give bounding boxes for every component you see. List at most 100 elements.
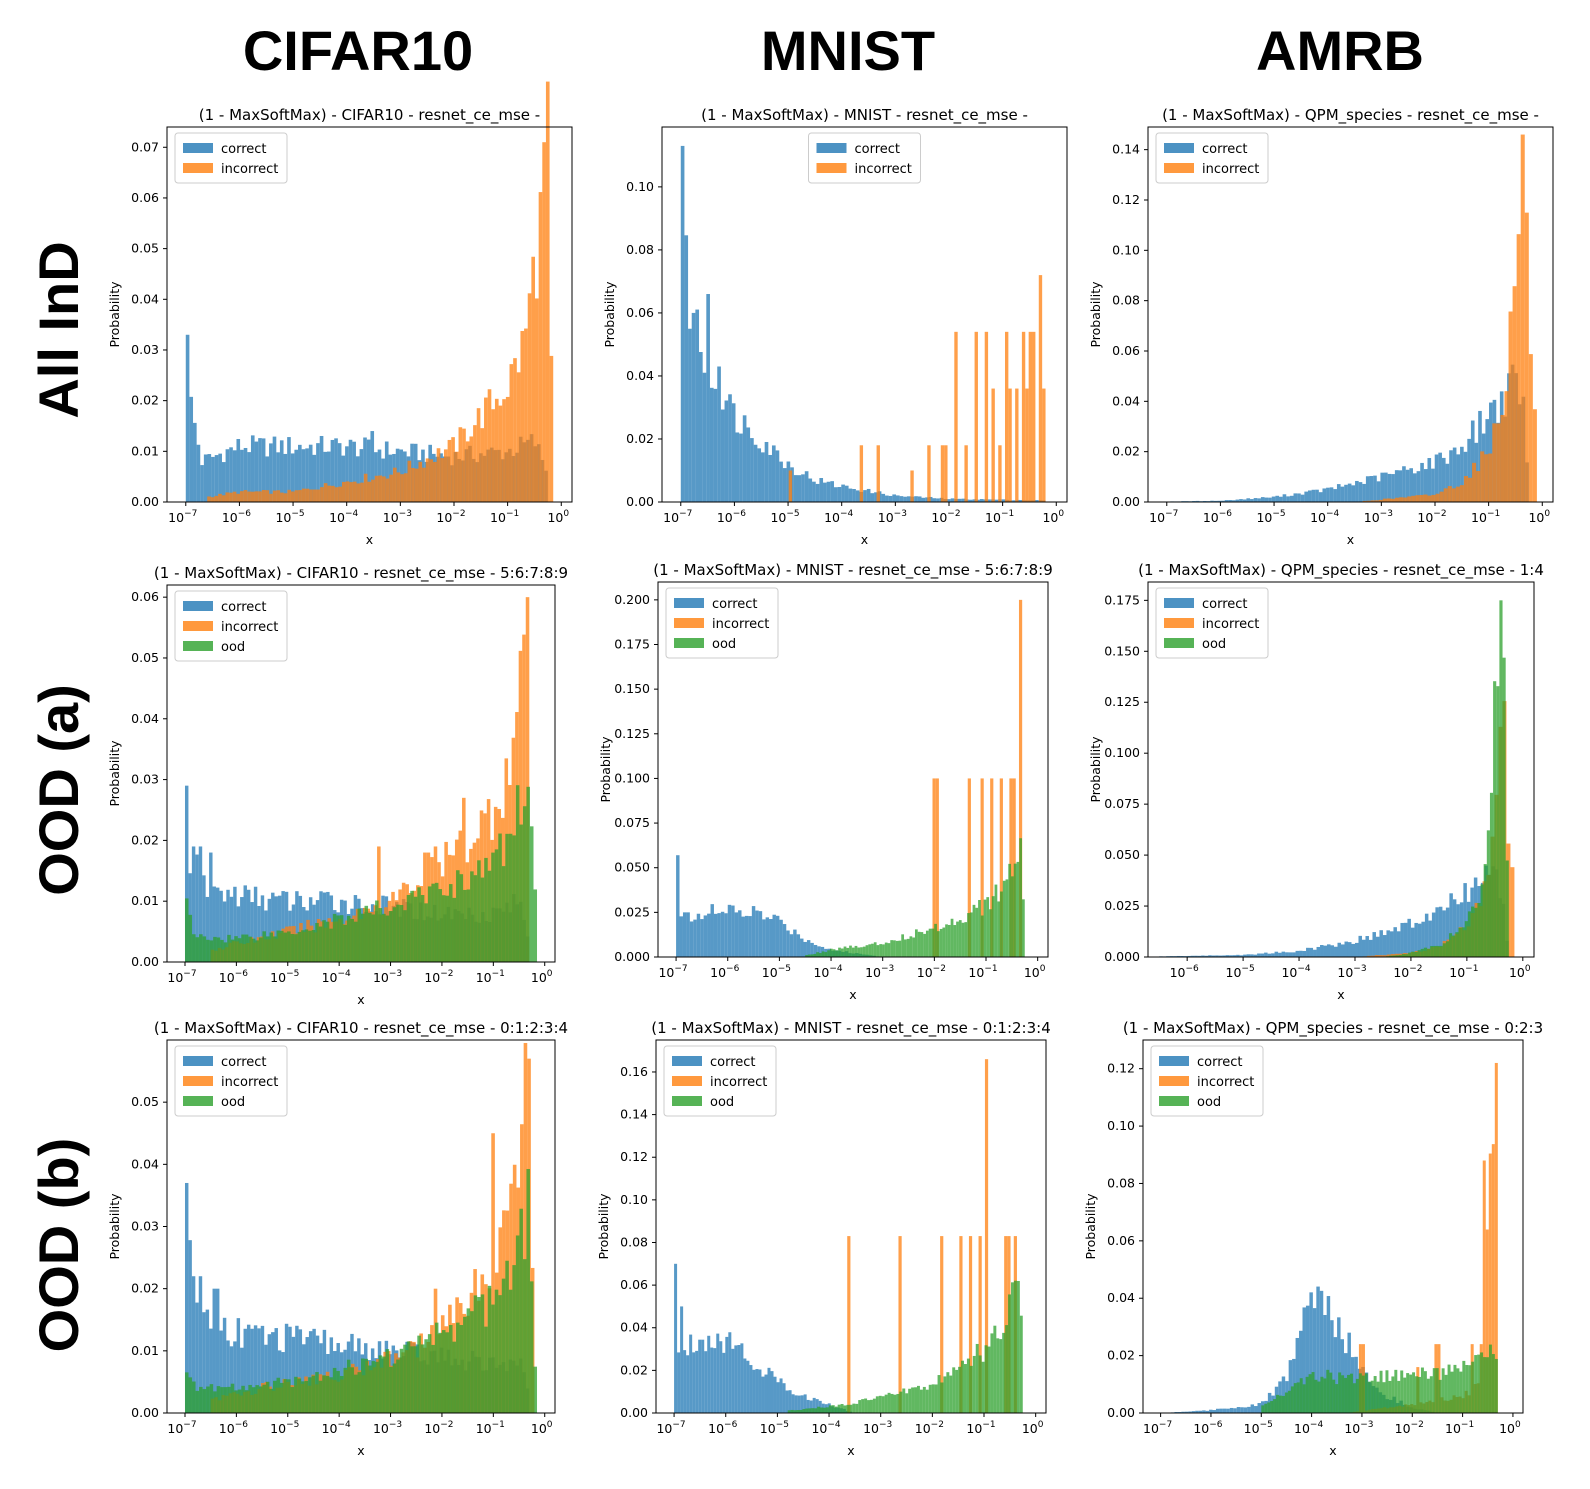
bar <box>1286 496 1290 502</box>
bar <box>1311 1372 1315 1413</box>
plot-title: (1 - MaxSoftMax) - QPM_species - resnet_… <box>1123 1019 1543 1038</box>
bar <box>1320 1376 1324 1413</box>
bar <box>233 1341 237 1413</box>
bar <box>378 475 383 502</box>
bar <box>262 931 266 962</box>
bar <box>549 355 554 502</box>
bar <box>699 352 703 502</box>
bar <box>308 1377 312 1413</box>
bar <box>312 489 317 502</box>
bar <box>240 1347 244 1413</box>
bar <box>311 1375 316 1413</box>
bar <box>746 427 751 502</box>
bar <box>297 931 302 962</box>
bar <box>978 1355 982 1413</box>
bar <box>200 465 204 502</box>
bar <box>814 1408 818 1413</box>
legend-swatch-correct <box>1164 143 1194 153</box>
x-tick-label: 10−5 <box>760 1420 789 1436</box>
bar <box>1282 494 1287 502</box>
bar <box>843 946 847 957</box>
bar <box>227 1386 231 1413</box>
bar <box>1190 955 1195 957</box>
bar <box>389 911 393 962</box>
bar <box>734 912 739 957</box>
bar <box>885 495 889 502</box>
bar <box>1236 1407 1241 1413</box>
bar <box>1243 1407 1248 1413</box>
bar <box>993 1325 997 1413</box>
bar <box>940 1236 944 1413</box>
bar <box>382 1356 386 1413</box>
bar <box>1302 1307 1306 1413</box>
bar <box>810 954 814 957</box>
bar <box>1439 491 1444 502</box>
legend-swatch-incorrect <box>183 1076 213 1086</box>
bar <box>1445 907 1450 957</box>
bar <box>267 1334 272 1413</box>
series-incorrect <box>788 275 1046 502</box>
bar <box>940 445 945 502</box>
bar <box>396 472 401 502</box>
bar <box>925 497 929 502</box>
y-tick-label: 0.100 <box>614 770 650 785</box>
bar <box>198 1276 203 1413</box>
bar <box>202 1389 207 1413</box>
bar <box>1367 1381 1371 1413</box>
bar <box>810 942 814 957</box>
bar <box>1299 1378 1303 1413</box>
bar <box>981 1361 985 1413</box>
plot-title: (1 - MaxSoftMax) - CIFAR10 - resnet_ce_m… <box>199 106 540 125</box>
x-axis-label: x <box>357 992 364 1007</box>
bar <box>1405 469 1410 502</box>
x-tick-label: 100 <box>1509 964 1531 980</box>
bar <box>253 886 258 962</box>
bar <box>986 897 990 957</box>
bar <box>785 1390 789 1413</box>
bar <box>775 450 780 502</box>
bar <box>1347 942 1352 957</box>
bar <box>786 461 791 502</box>
bar <box>720 911 725 957</box>
bar <box>396 1359 400 1413</box>
y-tick-label: 0.00 <box>131 1405 159 1420</box>
bar <box>295 891 299 962</box>
bar <box>1424 913 1429 957</box>
bar <box>294 490 299 502</box>
bar <box>352 441 356 502</box>
legend-label-incorrect: incorrect <box>1202 617 1259 632</box>
bar <box>1005 1325 1009 1413</box>
bar <box>695 1350 699 1413</box>
x-tick-label: 10−5 <box>762 964 791 980</box>
bar <box>1404 954 1409 957</box>
bar <box>1496 423 1501 502</box>
bar <box>1323 945 1328 957</box>
bar <box>1292 952 1296 957</box>
bar <box>1465 1365 1469 1413</box>
bar <box>696 913 701 957</box>
bar <box>212 886 216 962</box>
bar <box>1250 1404 1255 1413</box>
x-tick-label: 100 <box>1042 509 1064 525</box>
bar <box>1239 955 1244 957</box>
bar <box>1468 1365 1472 1413</box>
y-tick-label: 0.00 <box>1107 1405 1135 1420</box>
bar <box>230 1383 235 1413</box>
bar <box>725 1336 729 1413</box>
bar <box>271 1332 275 1413</box>
bar <box>1411 951 1415 957</box>
bar <box>790 1409 794 1413</box>
bar <box>318 1380 323 1413</box>
bar <box>1441 1368 1445 1413</box>
legend-swatch-correct <box>1159 1056 1189 1066</box>
bar <box>1423 469 1428 502</box>
bar <box>520 330 525 502</box>
bar <box>374 475 379 502</box>
x-tick-label: 10−3 <box>373 969 402 985</box>
bar <box>975 1343 979 1413</box>
bar <box>206 939 210 962</box>
panel-4: (1 - MaxSoftMax) - MNIST - resnet_ce_mse… <box>598 561 1053 1002</box>
bar <box>1500 414 1505 502</box>
bar <box>1464 921 1468 957</box>
bar <box>972 904 976 957</box>
